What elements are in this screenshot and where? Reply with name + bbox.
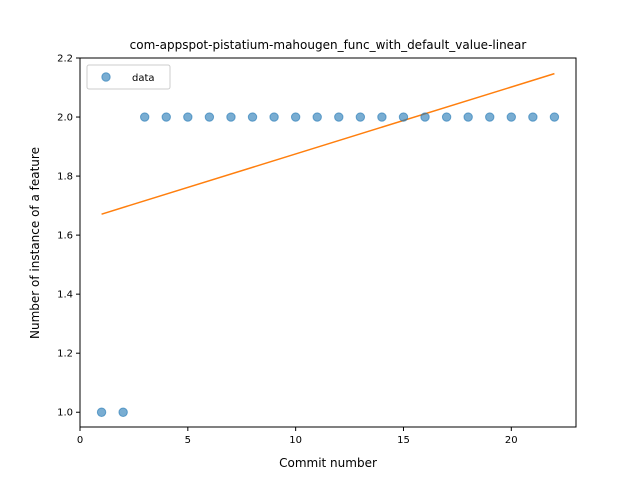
x-tick-label: 10 — [289, 435, 302, 446]
data-point — [355, 112, 366, 122]
data-point — [398, 112, 409, 122]
data-point — [204, 112, 215, 122]
x-tick-label: 5 — [185, 435, 191, 446]
legend: data — [86, 64, 171, 90]
y-tick-label: 1.0 — [57, 408, 73, 419]
y-tick-label: 1.4 — [57, 290, 73, 301]
x-tick-label: 15 — [397, 435, 410, 446]
data-point — [140, 112, 150, 122]
data-point — [463, 112, 473, 122]
plot-area — [96, 72, 560, 417]
y-tick-label: 2.0 — [57, 113, 73, 124]
axes: 0 5 10 15 20 1.0 1.2 1.4 1.6 1.8 2.0 2.2 — [57, 54, 577, 446]
y-tick-label: 1.6 — [57, 231, 73, 242]
data-point — [506, 112, 516, 122]
data-point — [420, 112, 430, 122]
data-point — [183, 112, 193, 122]
x-tick-label: 0 — [77, 435, 83, 446]
data-point — [96, 407, 107, 417]
data-point — [312, 112, 322, 122]
chart-title: com-appspot-pistatium-mahougen_func_with… — [130, 38, 527, 52]
y-tick-label: 2.2 — [57, 54, 73, 65]
legend-box — [86, 64, 171, 90]
x-tick-label: 20 — [505, 435, 518, 446]
data-point — [269, 112, 279, 122]
legend-marker — [101, 72, 111, 82]
data-point — [441, 112, 452, 122]
data-point — [118, 407, 128, 417]
data-point — [528, 112, 538, 122]
y-axis-label: Number of instance of a feature — [28, 147, 42, 339]
data-point — [247, 112, 258, 122]
data-point — [377, 112, 387, 122]
y-tick-label: 1.2 — [57, 349, 73, 360]
data-point — [161, 112, 171, 122]
data-point — [334, 112, 344, 122]
series-line-1 — [101, 72, 555, 215]
x-axis-label: Commit number — [279, 456, 377, 470]
data-point — [485, 112, 495, 122]
data-point — [226, 112, 236, 122]
data-point — [549, 112, 560, 122]
legend-label: data — [132, 73, 155, 84]
y-tick-label: 1.8 — [57, 172, 73, 183]
data-point — [290, 112, 301, 122]
plot-frame — [79, 57, 577, 428]
